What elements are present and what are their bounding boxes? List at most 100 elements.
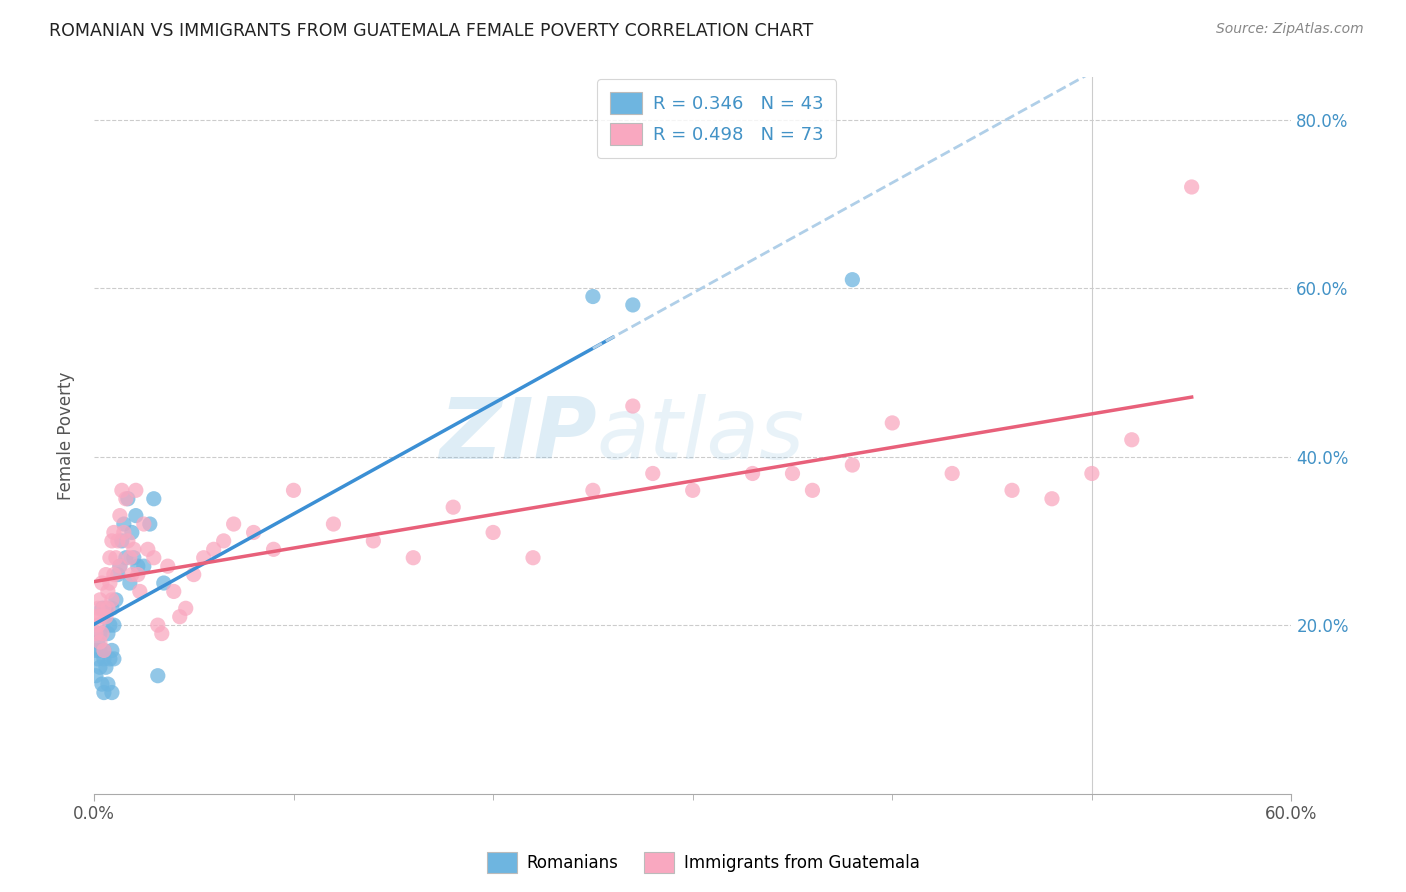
Point xyxy=(121,567,143,582)
Legend: R = 0.346   N = 43, R = 0.498   N = 73: R = 0.346 N = 43, R = 0.498 N = 73 xyxy=(598,79,837,158)
Point xyxy=(193,550,215,565)
Point xyxy=(117,533,139,548)
Point xyxy=(98,576,121,591)
Point xyxy=(127,567,149,582)
Point xyxy=(1040,491,1063,506)
Point xyxy=(108,508,131,523)
Point xyxy=(641,467,664,481)
Point xyxy=(97,584,120,599)
Point xyxy=(142,491,165,506)
Point xyxy=(242,525,264,540)
Point xyxy=(93,685,115,699)
Point xyxy=(118,550,141,565)
Point xyxy=(283,483,305,498)
Point xyxy=(1181,180,1204,194)
Text: Source: ZipAtlas.com: Source: ZipAtlas.com xyxy=(1216,22,1364,37)
Point xyxy=(101,533,124,548)
Point xyxy=(174,601,197,615)
Point xyxy=(801,483,824,498)
Point xyxy=(97,677,120,691)
Point xyxy=(139,516,162,531)
Point xyxy=(87,635,110,649)
Point xyxy=(94,609,117,624)
Point xyxy=(90,576,112,591)
Point xyxy=(156,559,179,574)
Point xyxy=(98,652,121,666)
Text: ROMANIAN VS IMMIGRANTS FROM GUATEMALA FEMALE POVERTY CORRELATION CHART: ROMANIAN VS IMMIGRANTS FROM GUATEMALA FE… xyxy=(49,22,814,40)
Point xyxy=(111,533,134,548)
Point xyxy=(89,660,111,674)
Point xyxy=(98,550,121,565)
Point xyxy=(90,601,112,615)
Point xyxy=(132,516,155,531)
Point xyxy=(103,525,125,540)
Y-axis label: Female Poverty: Female Poverty xyxy=(58,371,75,500)
Point xyxy=(322,516,344,531)
Point xyxy=(107,533,129,548)
Point xyxy=(941,467,963,481)
Point xyxy=(89,609,111,624)
Point xyxy=(84,669,107,683)
Point xyxy=(93,643,115,657)
Point xyxy=(93,643,115,657)
Point xyxy=(125,483,148,498)
Point xyxy=(104,550,127,565)
Point xyxy=(1001,483,1024,498)
Point xyxy=(90,626,112,640)
Point xyxy=(94,601,117,615)
Text: atlas: atlas xyxy=(598,394,804,477)
Point xyxy=(112,525,135,540)
Point xyxy=(89,626,111,640)
Point xyxy=(108,559,131,574)
Point xyxy=(1121,433,1143,447)
Point xyxy=(115,491,138,506)
Point xyxy=(104,592,127,607)
Point xyxy=(93,652,115,666)
Point xyxy=(97,626,120,640)
Point xyxy=(125,508,148,523)
Point xyxy=(121,525,143,540)
Point xyxy=(115,550,138,565)
Point xyxy=(87,652,110,666)
Point xyxy=(150,626,173,640)
Point xyxy=(741,467,763,481)
Point xyxy=(103,652,125,666)
Point xyxy=(94,567,117,582)
Point xyxy=(782,467,804,481)
Point xyxy=(582,289,605,303)
Point xyxy=(441,500,464,515)
Point xyxy=(146,618,169,632)
Point xyxy=(89,592,111,607)
Point xyxy=(87,618,110,632)
Point xyxy=(482,525,505,540)
Point xyxy=(1081,467,1104,481)
Point xyxy=(402,550,425,565)
Text: ZIP: ZIP xyxy=(439,394,598,477)
Point xyxy=(621,399,644,413)
Point xyxy=(94,660,117,674)
Point xyxy=(84,643,107,657)
Point xyxy=(101,685,124,699)
Point xyxy=(841,273,863,287)
Point xyxy=(111,483,134,498)
Point xyxy=(101,643,124,657)
Point xyxy=(90,677,112,691)
Point xyxy=(108,559,131,574)
Point xyxy=(87,601,110,615)
Point xyxy=(84,609,107,624)
Point xyxy=(112,516,135,531)
Point xyxy=(163,584,186,599)
Point xyxy=(101,601,124,615)
Point xyxy=(183,567,205,582)
Point xyxy=(169,609,191,624)
Point xyxy=(582,483,605,498)
Point xyxy=(122,550,145,565)
Point xyxy=(136,542,159,557)
Point xyxy=(841,458,863,472)
Point xyxy=(212,533,235,548)
Point xyxy=(103,618,125,632)
Legend: Romanians, Immigrants from Guatemala: Romanians, Immigrants from Guatemala xyxy=(479,846,927,880)
Point xyxy=(89,643,111,657)
Point xyxy=(117,491,139,506)
Point xyxy=(682,483,704,498)
